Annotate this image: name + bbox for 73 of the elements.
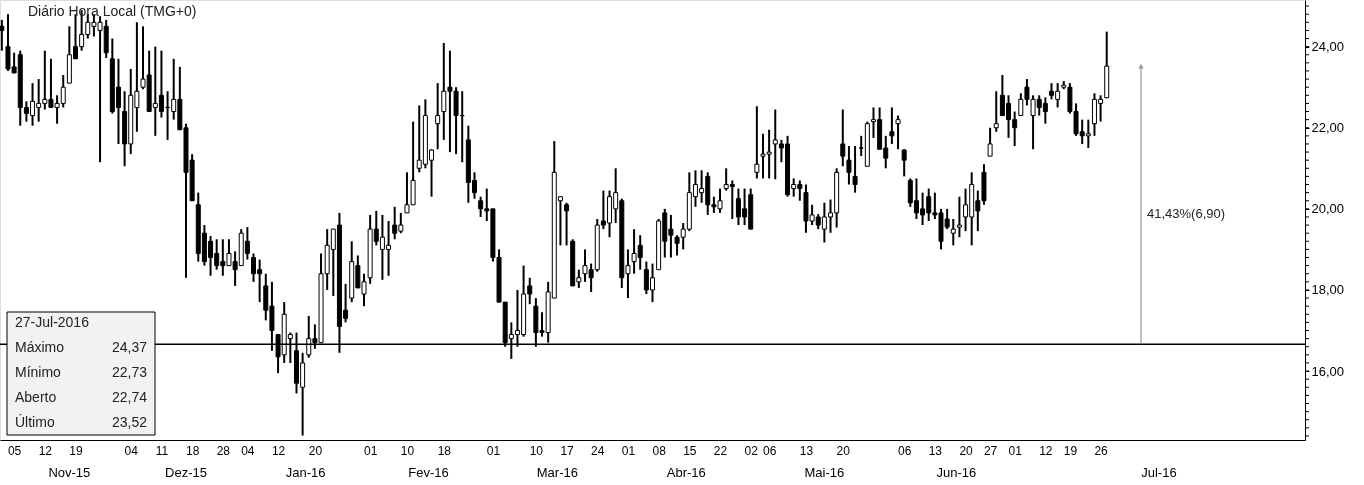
x-tick-label: 06 — [897, 443, 912, 458]
y-tick-label: 18,00 — [1311, 282, 1345, 298]
x-tick-label: 15 — [683, 443, 697, 458]
annotation: 22,74 — [111, 389, 148, 405]
text: Jan-16 — [285, 465, 326, 480]
x-tick-label: 20 — [308, 443, 323, 458]
candlestick — [846, 144, 852, 186]
text: Fev-16 — [408, 465, 449, 480]
x-tick-label: 02 — [744, 443, 759, 458]
x-tick-label: 13 — [928, 443, 943, 458]
candlestick — [950, 217, 956, 247]
x-tick-label: 12 — [1039, 443, 1053, 458]
text: Abr-16 — [666, 465, 706, 480]
x-tick-label: 22 — [713, 443, 728, 458]
annotation: Mínimo — [15, 364, 62, 380]
x-tick-label: 01 — [621, 443, 636, 458]
annotation: Máximo — [15, 339, 65, 355]
x-tick-label: 06 — [762, 443, 777, 458]
x-tick-label: 28 — [216, 443, 231, 458]
candlestick — [858, 134, 864, 158]
candlestick — [895, 114, 901, 151]
x-tick-label: 01 — [1008, 443, 1023, 458]
text: Dez-15 — [165, 465, 207, 480]
annotation: 27-Jul-2016 — [15, 314, 90, 330]
annotation: 41,43%(6,90) — [1147, 206, 1226, 221]
annotation: Aberto — [15, 389, 57, 405]
x-tick-label: 19 — [1063, 443, 1078, 458]
x-tick-label: 17 — [560, 443, 575, 458]
x-tick-label: 20 — [959, 443, 974, 458]
x-tick-label: 13 — [799, 443, 814, 458]
annotation: Último — [15, 414, 55, 430]
candlestick — [435, 82, 441, 151]
candlestick — [993, 90, 999, 133]
text: Jul-16 — [1141, 465, 1177, 480]
x-tick-label: 08 — [652, 443, 667, 458]
candlestick — [987, 126, 993, 158]
x-tick-label: 19 — [69, 443, 83, 458]
x-tick-label: 10 — [400, 443, 415, 458]
x-tick-label: 12 — [271, 443, 286, 458]
candlestick — [889, 106, 895, 145]
candlestick — [564, 201, 570, 247]
x-tick-label: 18 — [185, 443, 200, 458]
x-tick-label: 01 — [486, 443, 501, 458]
x-tick-label: 04 — [241, 443, 255, 458]
candlestick — [956, 195, 962, 239]
annotation: 23,52 — [111, 414, 148, 430]
x-tick-label: 27 — [983, 443, 998, 458]
x-tick-label: 04 — [124, 443, 139, 458]
annotation: 22,73 — [111, 364, 148, 380]
x-tick-label: 12 — [38, 443, 53, 458]
text: Jun-16 — [936, 465, 977, 480]
y-tick-label: 16,00 — [1311, 363, 1345, 379]
y-tick-label: 20,00 — [1311, 201, 1345, 217]
x-tick-label: 18 — [437, 443, 452, 458]
candlestick — [901, 148, 907, 178]
chart-title: Diário Hora Local (TMG+0) — [28, 3, 197, 19]
text: Mar-16 — [536, 465, 578, 480]
x-tick-label: 10 — [529, 443, 544, 458]
x-tick-label: 26 — [1094, 443, 1109, 458]
x-tick-label: 01 — [363, 443, 378, 458]
x-tick-label: 20 — [836, 443, 851, 458]
text: Nov-15 — [48, 465, 91, 480]
text: Mai-16 — [804, 465, 845, 480]
y-tick-label: 22,00 — [1311, 120, 1345, 136]
x-tick-label: 05 — [7, 443, 22, 458]
annotation: 24,37 — [111, 339, 148, 355]
candlestick — [754, 105, 760, 180]
x-tick-label: 11 — [155, 443, 169, 458]
x-tick-label: 24 — [591, 443, 605, 458]
candlestick — [840, 108, 846, 168]
y-tick-label: 24,00 — [1311, 39, 1345, 55]
candlestick — [852, 144, 858, 194]
candlestick — [0, 18, 5, 52]
